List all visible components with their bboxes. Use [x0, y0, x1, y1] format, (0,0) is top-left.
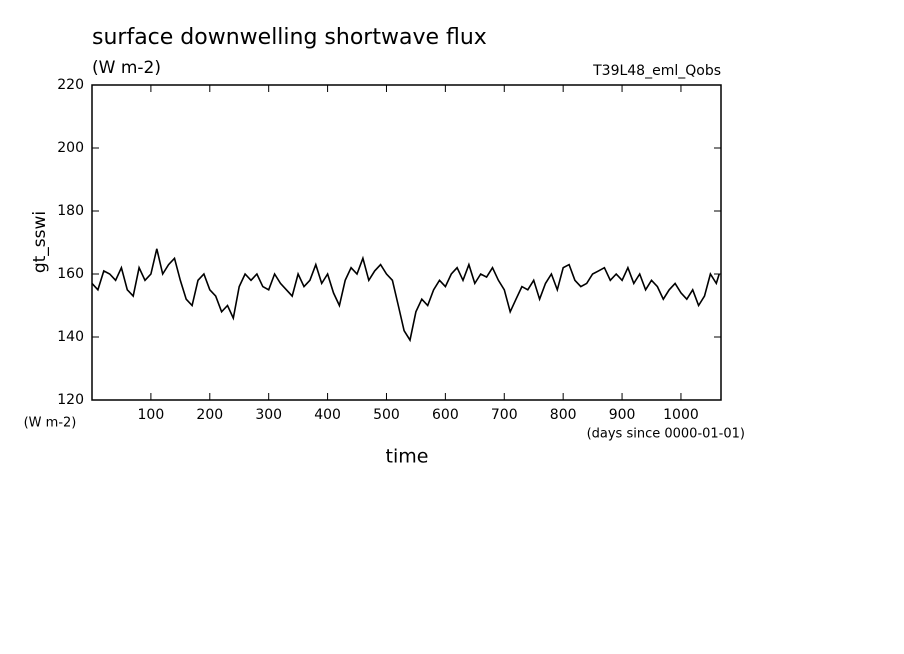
x-tick-label: 800	[550, 407, 577, 423]
x-tick-label: 700	[491, 407, 518, 423]
chart-subtitle: (W m-2)	[92, 58, 161, 78]
y-tick-label: 160	[57, 266, 84, 282]
y-axis-unit: (W m-2)	[24, 416, 77, 431]
x-tick-label: 1000	[663, 407, 699, 423]
y-axis-label: gt_sswi	[30, 211, 50, 273]
chart-title: surface downwelling shortwave flux	[92, 25, 487, 50]
x-tick-label: 900	[609, 407, 636, 423]
x-tick-label: 600	[432, 407, 459, 423]
x-tick-label: 200	[196, 407, 223, 423]
annotation: T39L48_eml_Qobs	[592, 63, 721, 79]
x-tick-label: 400	[314, 407, 341, 423]
x-tick-label: 100	[138, 407, 165, 423]
x-tick-label: 500	[373, 407, 400, 423]
x-tick-label: 300	[255, 407, 282, 423]
plot-frame	[91, 84, 722, 401]
y-tick-label: 120	[57, 392, 84, 408]
y-tick-label: 180	[57, 203, 84, 219]
y-tick-label: 220	[57, 77, 84, 93]
x-axis-unit: (days since 0000-01-01)	[587, 427, 745, 442]
y-tick-label: 140	[57, 329, 84, 345]
line	[91, 248, 720, 343]
y-tick-label: 200	[57, 140, 84, 156]
x-axis-label: time	[386, 446, 429, 468]
